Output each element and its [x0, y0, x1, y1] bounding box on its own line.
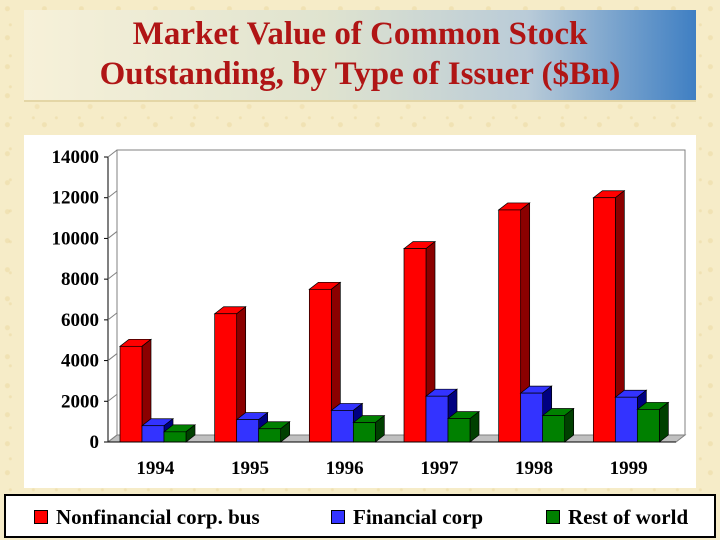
bar: [258, 428, 282, 443]
bar: [214, 313, 238, 443]
y-tick-wall-line: [107, 231, 118, 239]
y-tick-label: 10000: [52, 228, 100, 249]
bar: [425, 395, 449, 443]
y-tick-label: 12000: [52, 188, 100, 209]
bar: [119, 345, 143, 443]
y-tick-label: 6000: [61, 310, 99, 331]
x-tick-label: 1994: [136, 458, 175, 479]
bar-chart: 0 2000 4000 6000 8000 10000 12000 14000 1994 1995…: [52, 147, 687, 479]
bar: [308, 288, 332, 443]
y-tick-label: 2000: [61, 391, 99, 412]
bar: [330, 410, 354, 443]
y-tick-wall-line: [107, 271, 118, 280]
legend-swatch-nonfinancial: [34, 510, 48, 524]
x-tick-label: 1997: [420, 458, 459, 479]
chart-title-line1: Market Value of Common Stock: [132, 16, 588, 52]
x-tick-label: 1995: [231, 458, 269, 479]
y-tick-wall-line: [107, 353, 118, 361]
chart-title: Market Value of Common Stock Outstanding…: [24, 14, 696, 94]
x-tick-label: 1996: [326, 458, 364, 479]
bar: [636, 409, 660, 443]
y-tick-label: 0: [90, 432, 100, 453]
legend-label-rest-of-world: Rest of world: [568, 504, 689, 529]
legend-label-nonfinancial: Nonfinancial corp. bus: [56, 504, 260, 529]
bar: [141, 425, 165, 443]
bar-side: [658, 401, 669, 443]
bar: [163, 431, 187, 443]
y-tick-label: 14000: [52, 147, 100, 168]
legend: Nonfinancial corp. bus Financial corp Re…: [4, 494, 716, 538]
chart-title-line2: Outstanding, by Type of Issuer ($Bn): [99, 56, 621, 92]
bar: [614, 396, 638, 443]
y-tick-wall-line: [107, 434, 118, 443]
bar: [520, 392, 544, 443]
legend-item-financial: Financial corp: [331, 504, 483, 530]
bar: [403, 248, 427, 443]
bar: [352, 422, 376, 443]
x-tick-label: 1999: [610, 458, 648, 479]
bar: [447, 418, 471, 443]
bar: [542, 415, 566, 443]
bar: [498, 209, 522, 443]
y-tick-wall-line: [107, 149, 118, 158]
bar: [592, 197, 616, 443]
legend-swatch-rest-of-world: [546, 510, 560, 524]
bar: [236, 419, 260, 443]
title-banner: [24, 10, 696, 100]
y-tick-wall-line: [107, 312, 118, 321]
legend-item-nonfinancial: Nonfinancial corp. bus: [34, 504, 260, 530]
legend-swatch-financial: [331, 510, 345, 524]
y-tick-wall-line: [107, 393, 118, 402]
legend-item-rest-of-world: Rest of world: [546, 504, 688, 530]
x-tick-label: 1998: [515, 458, 553, 479]
y-tick-label: 8000: [61, 269, 99, 290]
legend-label-financial: Financial corp: [353, 504, 484, 529]
y-tick-wall-line: [107, 190, 118, 199]
y-tick-label: 4000: [61, 351, 99, 372]
